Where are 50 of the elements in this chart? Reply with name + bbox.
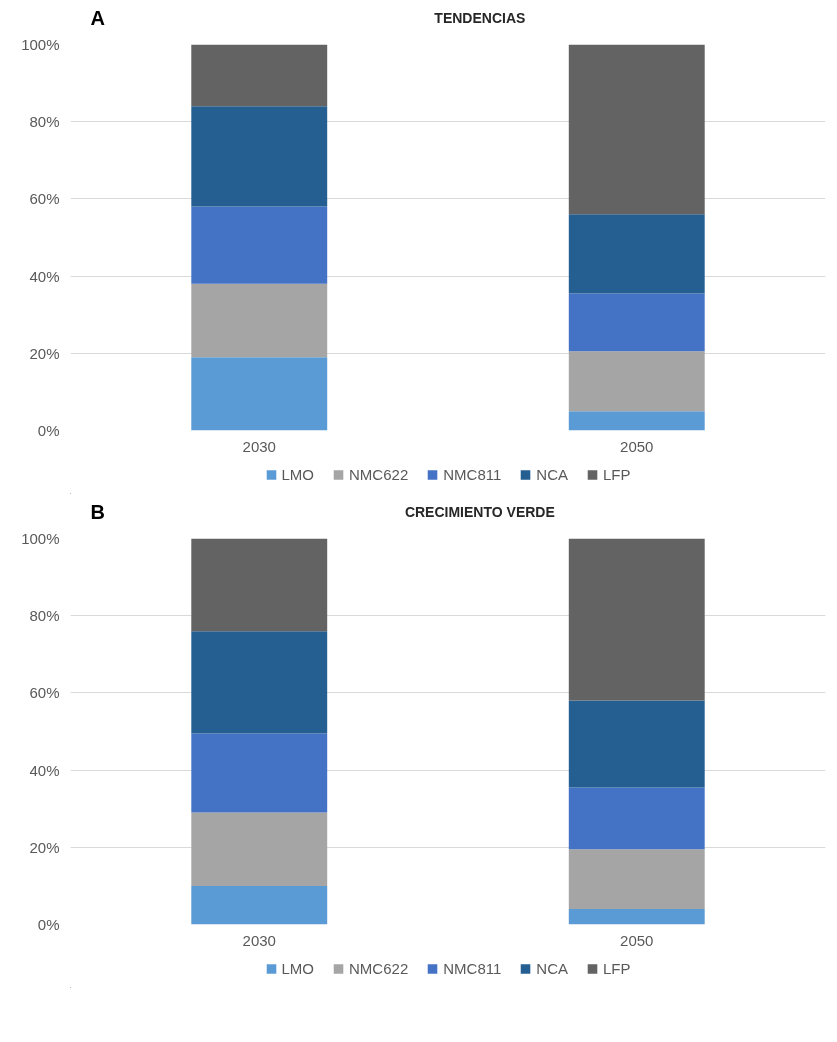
legend-label: NMC811	[443, 465, 502, 483]
bar	[191, 538, 328, 632]
bar	[568, 351, 705, 412]
legend-label: LFP	[602, 959, 631, 977]
y-tick-label: 20%	[29, 838, 60, 856]
text: B	[90, 500, 105, 523]
y-tick-label: 20%	[29, 344, 60, 362]
y-tick-label: 80%	[29, 113, 60, 131]
y-tick-label: 60%	[29, 684, 60, 702]
bar	[568, 538, 705, 701]
x-tick-label: 2030	[242, 437, 276, 455]
y-tick-label: 100%	[21, 530, 60, 547]
bar	[568, 787, 705, 850]
legend-label: LMO	[281, 959, 315, 977]
bar	[191, 357, 328, 431]
legend-label: NCA	[536, 465, 568, 483]
x-tick-label: 2030	[242, 931, 276, 949]
bar	[191, 283, 328, 358]
x-tick-label: 2050	[620, 931, 654, 949]
legend-label: NMC622	[349, 465, 409, 483]
bar	[191, 631, 328, 734]
y-tick-label: 40%	[29, 761, 60, 779]
bar	[568, 411, 705, 431]
legend-label: LMO	[281, 465, 315, 483]
bar	[191, 106, 328, 207]
bar	[568, 293, 705, 352]
y-tick-label: 60%	[29, 190, 60, 208]
bar	[191, 812, 328, 886]
bar	[568, 909, 705, 925]
bar	[191, 885, 328, 925]
bar	[568, 44, 705, 215]
y-tick-label: 0%	[37, 916, 60, 933]
y-tick-label: 0%	[37, 422, 60, 439]
bar	[191, 44, 328, 107]
bar	[568, 700, 705, 788]
text: A	[90, 6, 105, 29]
x-tick-label: 2050	[620, 437, 654, 455]
legend-label: NMC811	[443, 959, 502, 977]
y-tick-label: 80%	[29, 607, 60, 625]
legend-label: NCA	[536, 959, 568, 977]
legend-label: LFP	[602, 465, 631, 483]
y-tick-label: 100%	[21, 36, 60, 53]
bar	[568, 214, 705, 294]
y-tick-label: 40%	[29, 267, 60, 285]
chart-title: TENDENCIAS	[434, 9, 526, 26]
bar	[191, 733, 328, 813]
bar	[568, 849, 705, 910]
chart-title: CRECIMIENTO VERDE	[404, 503, 555, 520]
legend-label: NMC622	[349, 959, 409, 977]
bar	[191, 206, 328, 284]
